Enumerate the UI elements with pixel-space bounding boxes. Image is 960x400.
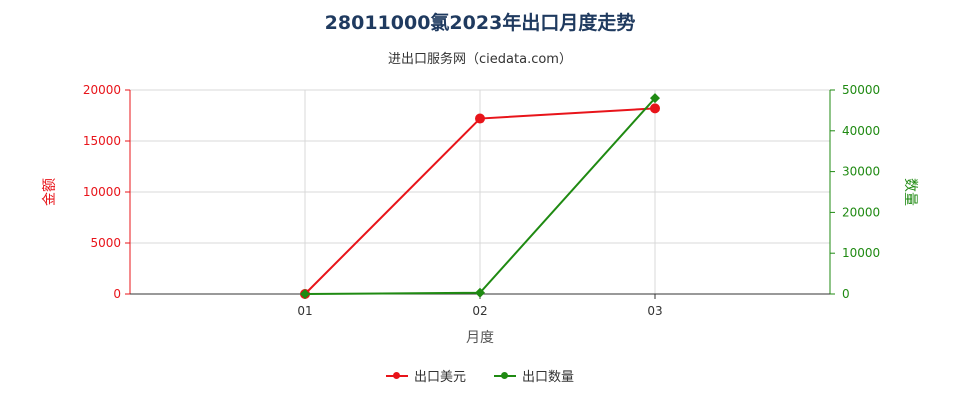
chart-subtitle: 进出口服务网（ciedata.com） — [388, 52, 572, 67]
x-tick-label-0: 01 — [297, 304, 312, 318]
legend-label-series-1: 出口美元 — [413, 370, 466, 385]
legend-swatch-series-2 — [494, 372, 516, 379]
series-2-point-1 — [475, 287, 485, 298]
chart-title: 28011000氯2023年出口月度走势 — [324, 12, 636, 34]
series-2-point-0 — [300, 289, 310, 299]
y-left-tick-label-2: 10000 — [83, 185, 121, 199]
legend-item-series-1[interactable]: 出口美元 — [385, 366, 466, 385]
y-left-tick-label-4: 20000 — [83, 83, 121, 97]
y-left-tick-label-1: 5000 — [90, 236, 121, 250]
series-1-point-1 — [475, 113, 485, 124]
x-axis-title: 月度 — [466, 330, 494, 346]
x-tick-label-2: 03 — [647, 304, 662, 318]
y-right-tick-label-3: 30000 — [842, 165, 880, 179]
legend-item-series-2[interactable]: 出口数量 — [494, 366, 574, 385]
y-right-tick-label-4: 40000 — [842, 124, 880, 138]
series-1-point-2 — [650, 103, 660, 114]
chart-legend: 出口美元 出口数量 — [0, 366, 960, 385]
y-left-tick-label-0: 0 — [113, 287, 121, 301]
y-axis-left-title: 金额 — [42, 178, 58, 206]
legend-swatch-series-1 — [385, 372, 408, 379]
y-axis-right-title: 数量 — [902, 178, 918, 206]
series-2-point-2 — [650, 93, 660, 104]
legend-label-series-2: 出口数量 — [522, 370, 575, 385]
y-right-tick-label-5: 50000 — [842, 83, 880, 97]
y-right-tick-label-0: 0 — [842, 287, 850, 301]
y-right-tick-label-2: 20000 — [842, 205, 880, 219]
y-left-tick-label-3: 15000 — [83, 134, 121, 148]
x-tick-label-1: 02 — [472, 304, 487, 318]
y-right-tick-label-1: 10000 — [842, 246, 880, 260]
